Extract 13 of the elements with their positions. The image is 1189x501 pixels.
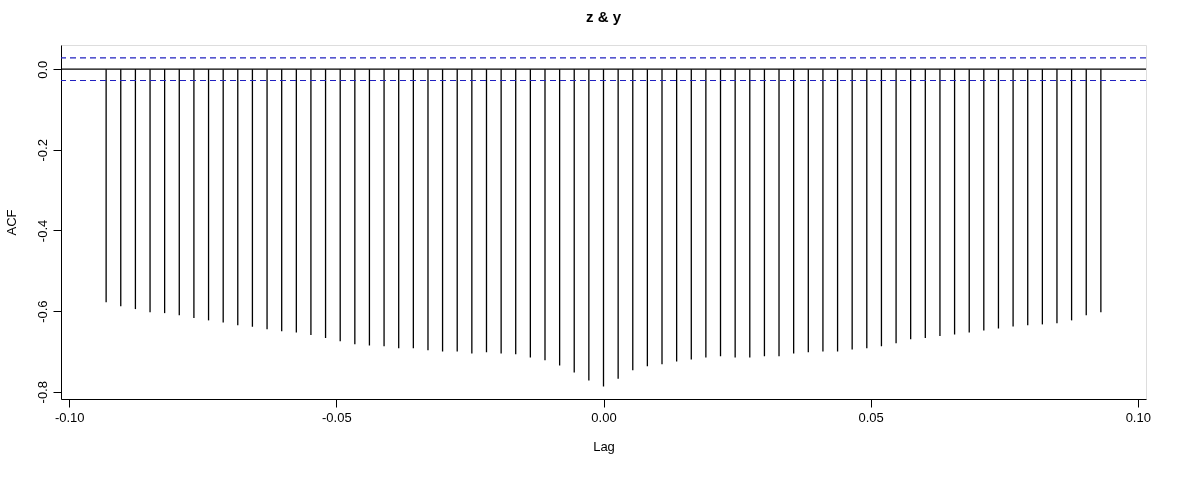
x-tick-label: 0.10 [1125, 409, 1151, 425]
y-tick-label: -0.4 [34, 219, 50, 243]
x-tick-label: -0.10 [54, 409, 85, 425]
chart-title: z & y [585, 8, 622, 25]
y-tick-label: -0.8 [34, 381, 50, 404]
x-tick-label: -0.05 [322, 409, 352, 425]
x-axis-title: Lag [593, 438, 615, 454]
y-tick-label: 0.0 [34, 60, 50, 79]
x-tick-label: 0.05 [858, 409, 884, 425]
x-tick-label: 0.00 [591, 409, 617, 425]
y-tick-label: -0.2 [34, 139, 50, 162]
y-axis-title: ACF [3, 209, 19, 236]
y-tick-label: -0.6 [34, 300, 50, 323]
